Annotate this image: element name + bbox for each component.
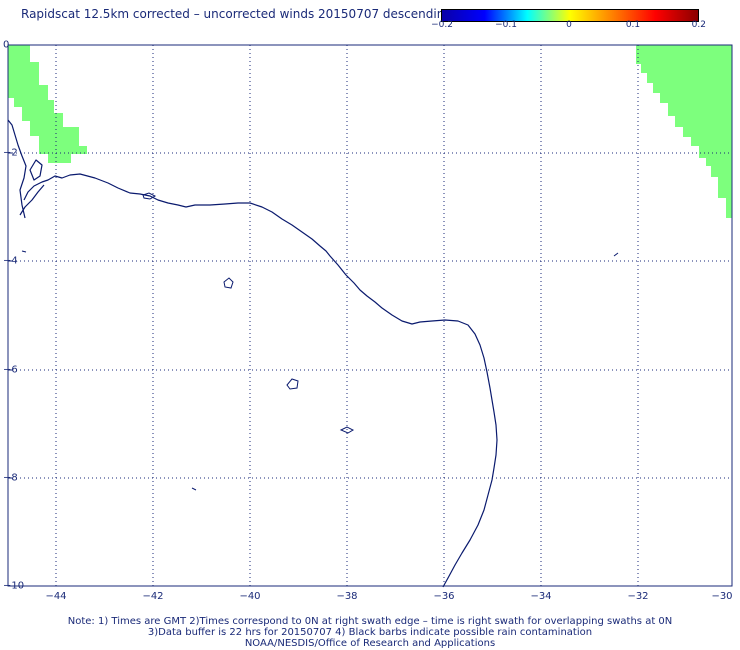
chart-title: Rapidscat 12.5km corrected – uncorrected… (21, 7, 452, 21)
island (142, 192, 157, 200)
swath-right (636, 45, 732, 218)
coastline-mainland (23, 173, 498, 588)
lat-label: −10 (3, 580, 25, 592)
island (286, 378, 299, 390)
island (339, 426, 355, 434)
lon-label: −32 (627, 591, 649, 602)
graticule (8, 45, 732, 586)
lon-label: −30 (711, 591, 733, 602)
lon-label: −36 (433, 591, 455, 602)
lat-label: −2 (3, 147, 18, 159)
island (21, 250, 27, 253)
colorbar (441, 9, 699, 22)
island (223, 277, 234, 289)
colorbar-tick-label: 0 (566, 20, 572, 30)
lon-label: −42 (142, 591, 164, 602)
coastline (7, 119, 498, 588)
lat-label: −8 (3, 472, 18, 484)
note-line: NOAA/NESDIS/Office of Research and Appli… (244, 638, 496, 649)
lat-label: −6 (3, 364, 18, 376)
plot-frame (7, 44, 733, 587)
colorbar-tick-label: −0.2 (431, 20, 453, 30)
note-line: Note: 1) Times are GMT 2)Times correspon… (67, 616, 673, 627)
coastline-estuary (7, 119, 27, 219)
footnotes: Note: 1) Times are GMT 2)Times correspon… (0, 616, 740, 649)
lon-label: −38 (336, 591, 358, 602)
island (613, 252, 619, 257)
note-line: 3)Data buffer is 22 hrs for 20150707 4) … (147, 627, 593, 638)
colorbar-tick-label: −0.1 (495, 20, 517, 30)
colorbar-tick-label: 0.1 (625, 20, 641, 30)
lat-label: 0 (3, 39, 10, 51)
lon-label: −34 (530, 591, 552, 602)
swath-left (8, 45, 87, 163)
lon-label: −44 (45, 591, 67, 602)
colorbar-tick-label: 0.2 (691, 20, 706, 30)
islands (21, 192, 619, 491)
lon-label: −40 (239, 591, 261, 602)
lat-label: −4 (3, 255, 18, 267)
axis-ticks (8, 152, 12, 479)
coastline-island (29, 159, 43, 181)
island (191, 487, 197, 491)
